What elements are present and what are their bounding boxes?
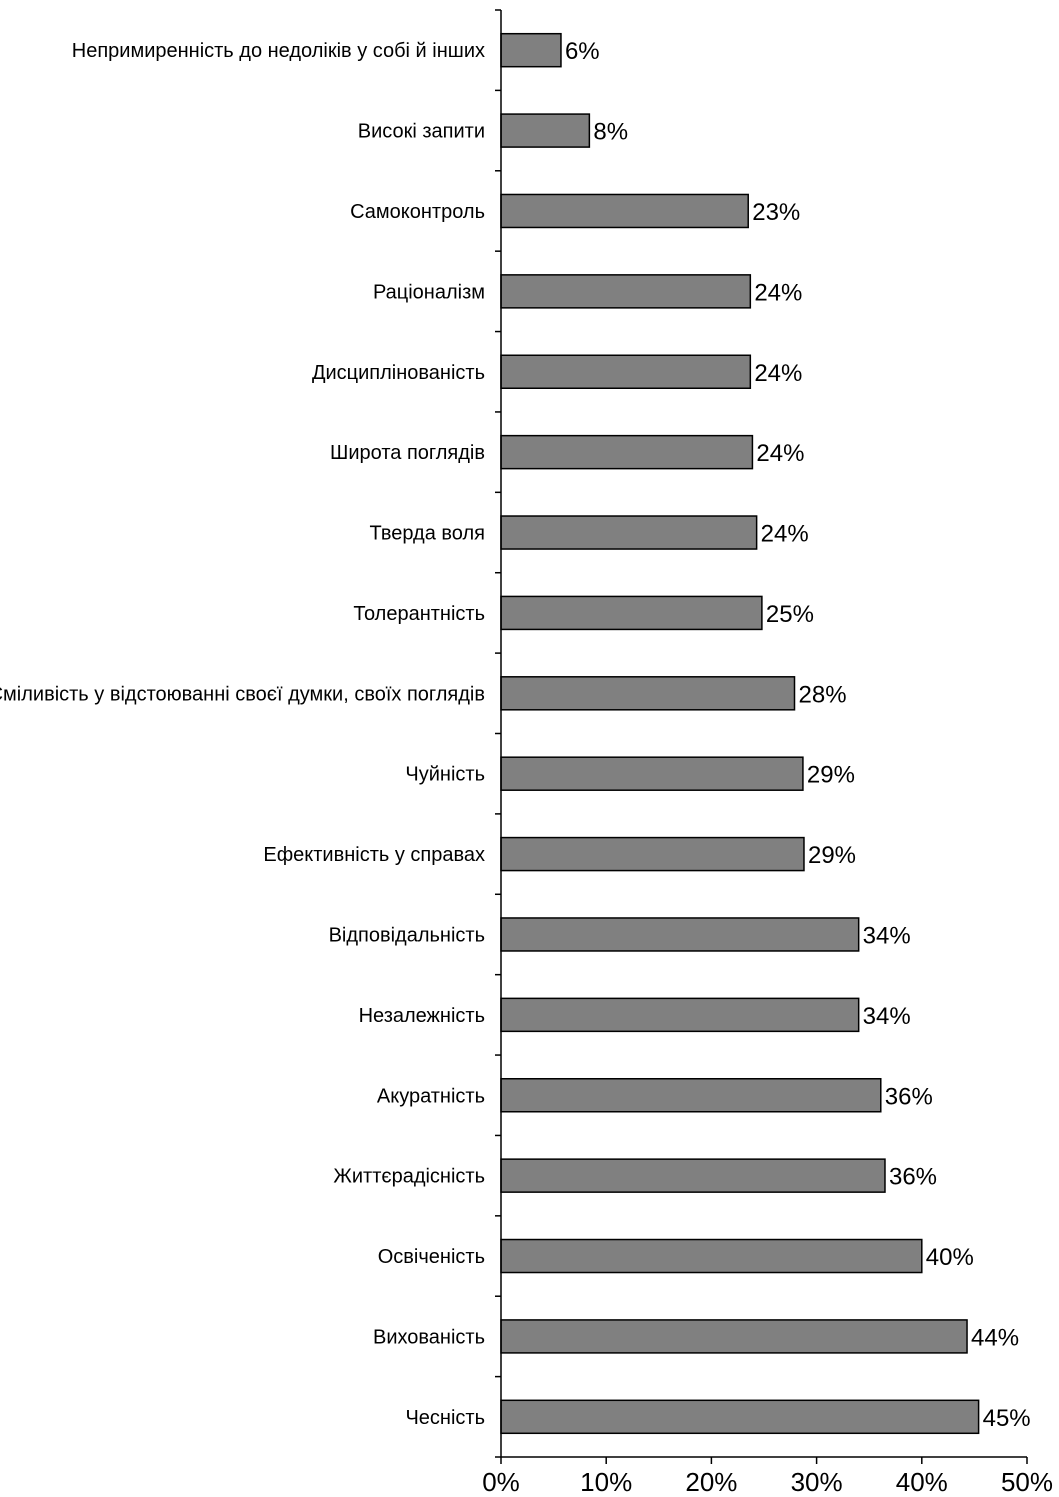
bar bbox=[500, 997, 860, 1033]
value-label: 28% bbox=[799, 681, 847, 708]
category-label: Високі запити bbox=[358, 121, 485, 143]
x-tick-label: 20% bbox=[685, 1467, 737, 1497]
category-label: Чуйність bbox=[405, 764, 485, 786]
x-tick-label: 30% bbox=[791, 1467, 843, 1497]
bar bbox=[500, 1399, 980, 1435]
bar bbox=[500, 756, 804, 791]
value-label: 24% bbox=[754, 360, 802, 387]
category-label: Життєрадісність bbox=[333, 1166, 485, 1188]
x-tick-label: 50% bbox=[1001, 1467, 1053, 1497]
category-label: Акуратність bbox=[377, 1085, 485, 1107]
value-label: 44% bbox=[971, 1324, 1019, 1351]
value-label: 25% bbox=[766, 601, 814, 628]
bar bbox=[500, 917, 860, 952]
value-labels: 6% 8% 23% 24% 24% 24% 24% 25% 28% 29% 29% 34% 34% 36%… bbox=[565, 38, 1031, 1432]
category-label: Незалежність bbox=[359, 1005, 485, 1027]
category-label: Толерантність bbox=[353, 603, 485, 625]
category-label: Широта поглядів bbox=[330, 442, 485, 464]
category-label: Освіченість bbox=[378, 1246, 485, 1268]
category-label: Відповідальність bbox=[329, 924, 485, 946]
bar bbox=[500, 515, 758, 550]
value-label: 36% bbox=[885, 1083, 933, 1110]
value-label: 34% bbox=[863, 922, 911, 949]
bar bbox=[500, 1158, 886, 1193]
category-label: Сміливість у відстоюванні своєї думки, с… bbox=[0, 683, 485, 705]
x-tick-label: 0% bbox=[482, 1467, 520, 1497]
bar bbox=[500, 1319, 968, 1354]
category-label: Непримиренність до недоліків у собі й ін… bbox=[72, 40, 485, 62]
bar bbox=[500, 32, 562, 68]
x-tick-labels: 0% 10% 20% 30% 40% 50% bbox=[482, 1467, 1053, 1497]
x-tick-label: 40% bbox=[896, 1467, 948, 1497]
value-label: 6% bbox=[565, 38, 600, 65]
value-label: 24% bbox=[756, 440, 804, 467]
x-tick-label: 10% bbox=[580, 1467, 632, 1497]
value-label: 24% bbox=[761, 521, 809, 548]
category-label: Вихованість bbox=[373, 1326, 485, 1348]
value-label: 29% bbox=[807, 762, 855, 789]
value-label: 24% bbox=[754, 279, 802, 306]
bar bbox=[500, 836, 805, 872]
category-label: Раціоналізм bbox=[373, 281, 485, 303]
value-label: 40% bbox=[926, 1244, 974, 1271]
category-label: Дисциплінованість bbox=[312, 362, 485, 384]
bar bbox=[500, 354, 752, 389]
bar bbox=[500, 595, 763, 631]
bars-layer bbox=[500, 32, 980, 1435]
category-label: Самоконтроль bbox=[350, 201, 485, 223]
category-labels: Непримиренність до недоліків у собі й ін… bbox=[0, 40, 485, 1429]
category-label: Тверда воля bbox=[370, 523, 485, 545]
value-label: 29% bbox=[808, 842, 856, 869]
bar bbox=[500, 1238, 923, 1274]
bar bbox=[500, 1078, 882, 1113]
value-label: 36% bbox=[889, 1164, 937, 1191]
category-label: Ефективність у справах bbox=[263, 844, 485, 866]
value-label: 8% bbox=[593, 119, 628, 146]
bar bbox=[500, 434, 754, 470]
value-label: 34% bbox=[863, 1003, 911, 1030]
bar bbox=[500, 113, 591, 148]
category-label: Чесність bbox=[405, 1407, 485, 1429]
bar bbox=[500, 193, 749, 229]
bar bbox=[500, 676, 796, 711]
axes bbox=[495, 9, 1028, 1464]
value-label: 23% bbox=[752, 199, 800, 226]
value-label: 45% bbox=[983, 1405, 1031, 1432]
bar bbox=[500, 274, 752, 309]
